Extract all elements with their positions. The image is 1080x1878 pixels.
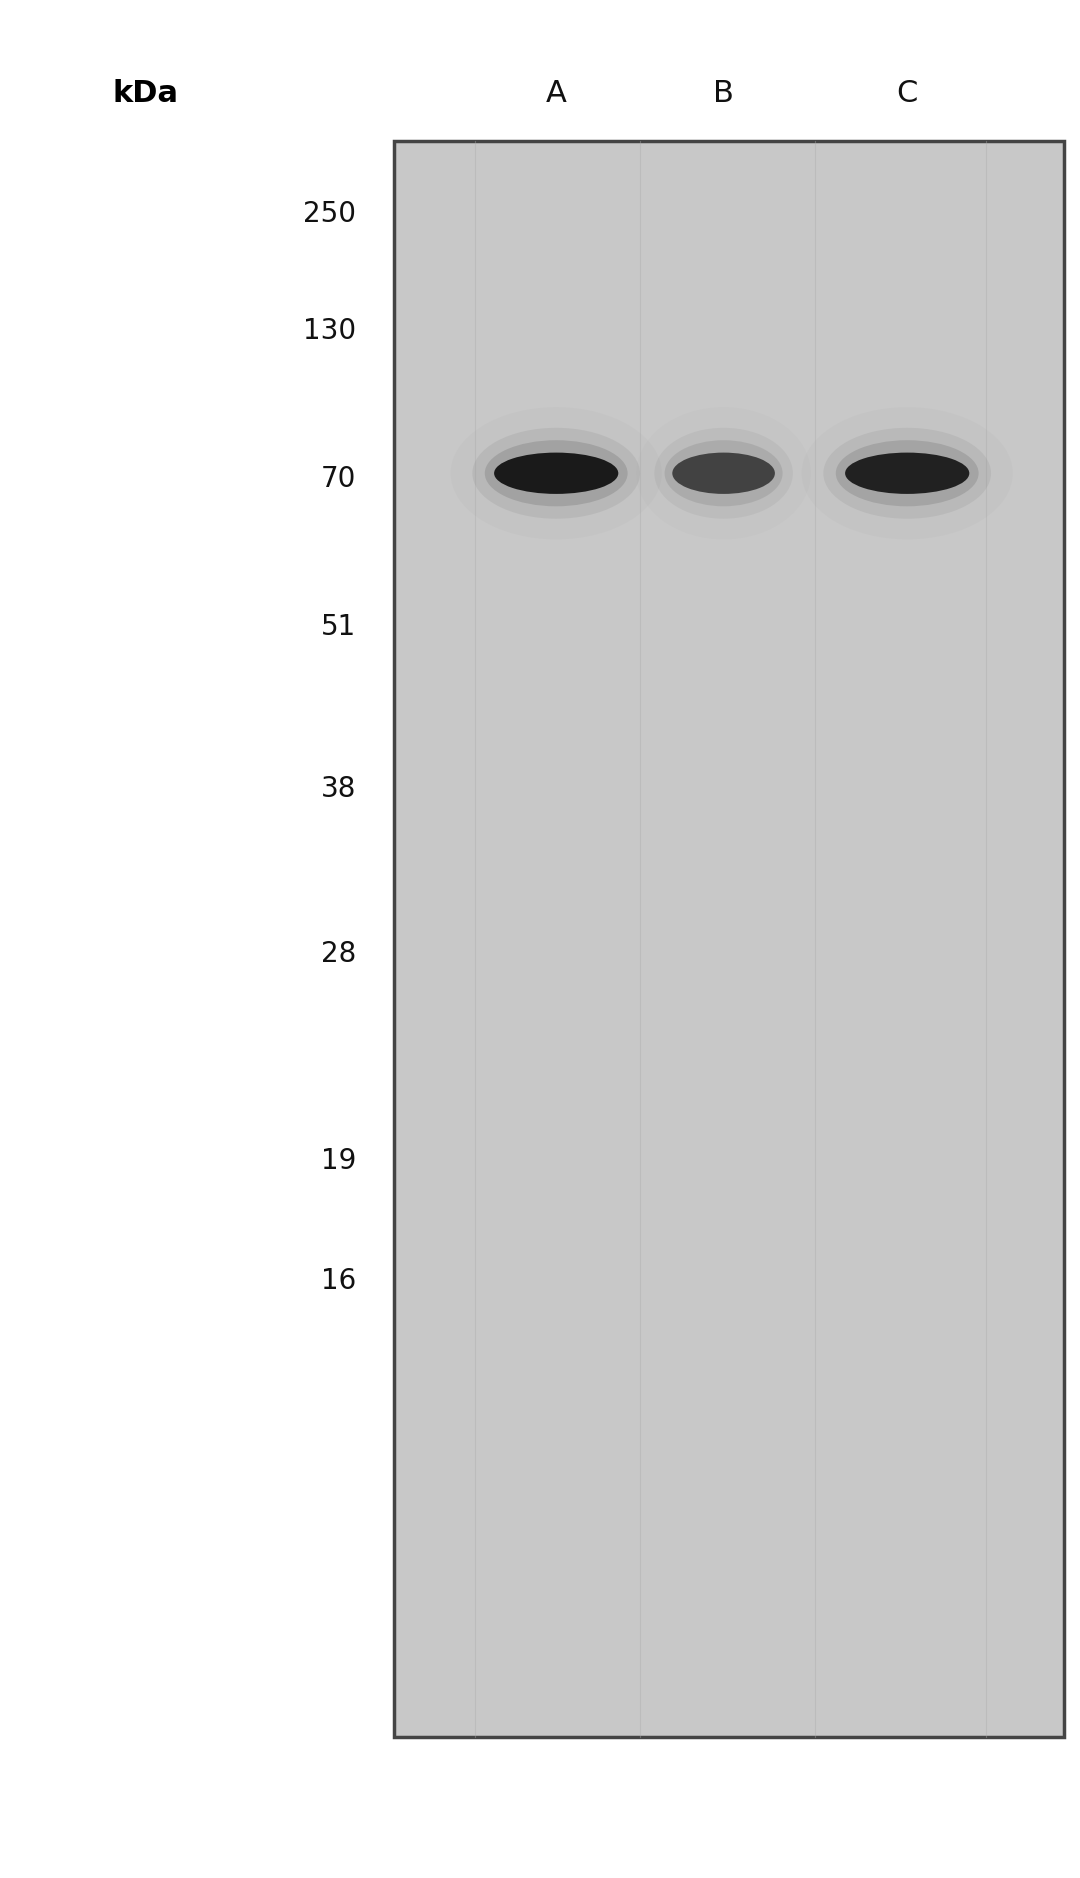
Text: 250: 250 <box>303 201 356 227</box>
Text: 28: 28 <box>321 941 356 967</box>
Ellipse shape <box>654 428 793 518</box>
Ellipse shape <box>636 408 811 539</box>
FancyBboxPatch shape <box>394 141 1064 1737</box>
Text: 19: 19 <box>321 1147 356 1174</box>
Text: C: C <box>896 79 918 109</box>
Text: 130: 130 <box>303 317 356 344</box>
Ellipse shape <box>472 428 640 518</box>
Ellipse shape <box>450 408 662 539</box>
Ellipse shape <box>485 439 627 507</box>
Text: 38: 38 <box>321 776 356 802</box>
Text: 51: 51 <box>321 614 356 640</box>
Ellipse shape <box>672 453 775 494</box>
Ellipse shape <box>836 439 978 507</box>
Text: A: A <box>545 79 567 109</box>
Ellipse shape <box>823 428 991 518</box>
Text: B: B <box>713 79 734 109</box>
Text: kDa: kDa <box>112 79 179 109</box>
Ellipse shape <box>495 453 619 494</box>
Ellipse shape <box>845 453 970 494</box>
Text: 16: 16 <box>321 1268 356 1294</box>
Ellipse shape <box>664 439 783 507</box>
Ellipse shape <box>801 408 1013 539</box>
Text: 70: 70 <box>321 466 356 492</box>
